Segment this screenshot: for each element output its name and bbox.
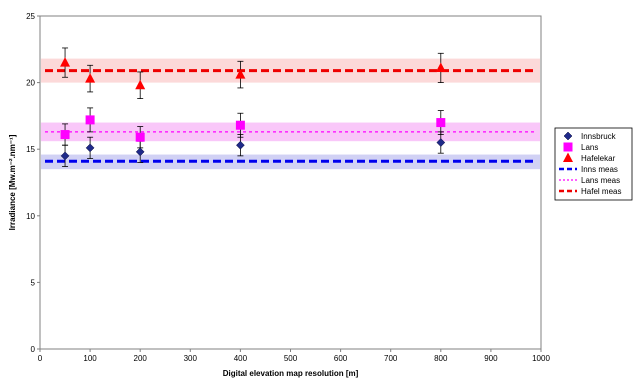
y-tick-label: 0 (31, 345, 36, 354)
x-tick-label: 800 (434, 354, 448, 363)
legend-label: Inns meas (581, 165, 618, 174)
data-point (435, 62, 446, 72)
y-tick-label: 5 (31, 278, 36, 287)
data-point (85, 115, 95, 125)
axes: 0 100 200 300 400 500 600 700 800 900 1000 0 5 10 15 20… (26, 12, 550, 363)
x-tick-label: 100 (83, 354, 97, 363)
measurement-bands (41, 58, 540, 170)
data-point (436, 118, 446, 128)
y-tick-label: 10 (26, 212, 35, 221)
y-axis-title: Irradiance [Mw.m⁻².nm⁻¹] (8, 134, 17, 230)
data-point (436, 138, 446, 147)
legend-label: Hafelekar (581, 154, 616, 163)
x-tick-label: 500 (284, 354, 298, 363)
x-tick-label: 600 (334, 354, 348, 363)
legend-swatch (563, 142, 573, 152)
legend-label: Lans meas (581, 176, 620, 185)
data-point (85, 73, 96, 83)
measurement-lines (45, 69, 536, 163)
y-tick-label: 25 (26, 12, 35, 21)
legend-label: Lans (581, 143, 598, 152)
legend-swatch (563, 152, 573, 162)
x-tick-label: 300 (184, 354, 198, 363)
x-tick-label: 200 (134, 354, 148, 363)
data-point (60, 57, 71, 67)
uncertainty-band (41, 122, 540, 142)
data-point (135, 147, 145, 157)
data-points (60, 57, 446, 161)
y-tick-label: 15 (26, 145, 35, 154)
x-tick-label: 400 (234, 354, 248, 363)
data-point (235, 120, 245, 130)
legend-swatch (563, 131, 573, 141)
x-tick-label: 700 (384, 354, 398, 363)
x-tick-label: 1000 (532, 354, 550, 363)
legend: Innsbruck Lans Hafelekar Inns meas Lans meas… (554, 127, 633, 201)
data-point (236, 140, 245, 150)
data-point (85, 143, 95, 153)
x-tick-label: 0 (38, 354, 43, 363)
legend-label: Hafel meas (581, 187, 621, 196)
data-point (135, 132, 145, 142)
y-tick-label: 20 (26, 79, 35, 88)
x-tick-label: 900 (484, 354, 498, 363)
data-point (235, 69, 246, 79)
data-point (135, 79, 146, 90)
x-axis-title: Digital elevation map resolution [m] (223, 369, 359, 378)
legend-label: Innsbruck (581, 132, 617, 141)
data-point (60, 130, 70, 140)
data-point (60, 151, 70, 161)
